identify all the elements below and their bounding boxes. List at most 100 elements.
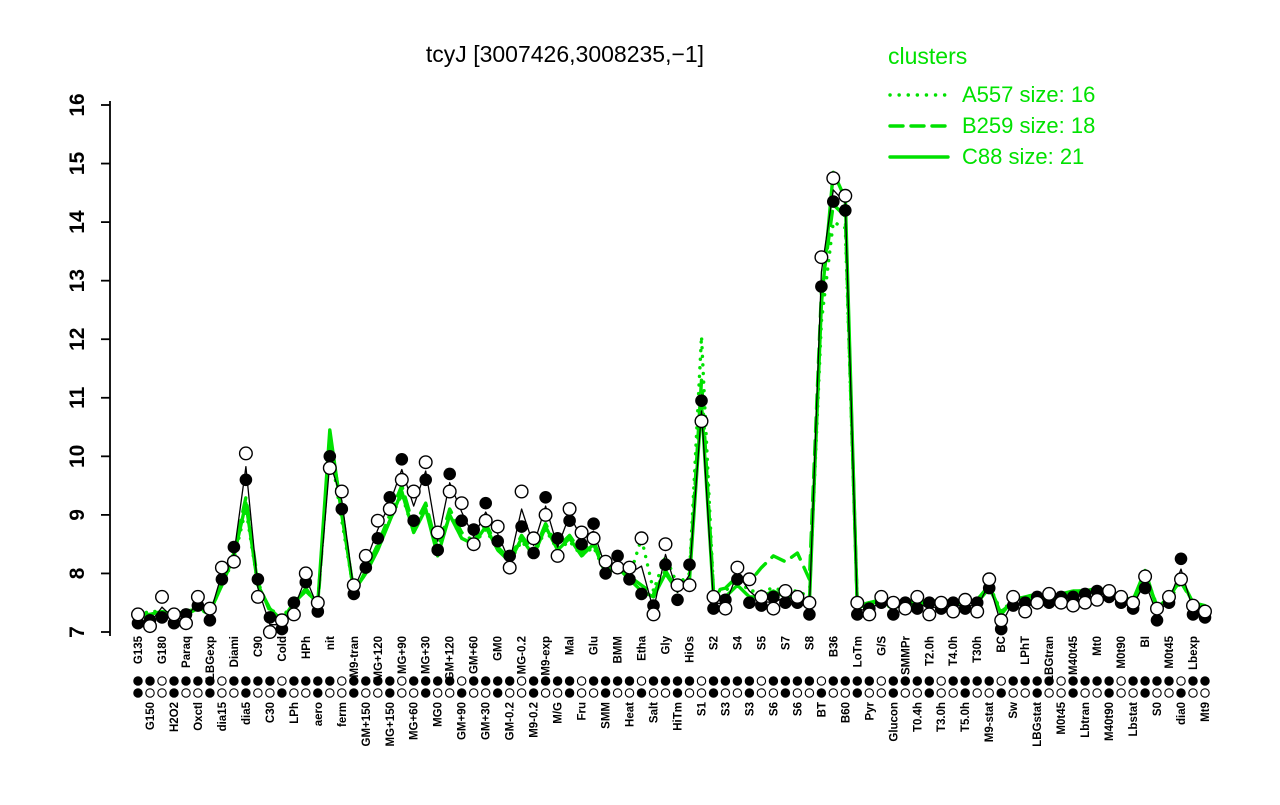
x-label: M/G <box>553 702 565 724</box>
x-label: ferm <box>337 702 349 727</box>
condition-dot <box>1188 688 1198 698</box>
data-point-open <box>598 554 613 569</box>
x-label: T0.4h <box>912 702 924 732</box>
condition-dot <box>696 688 707 698</box>
data-point-filled <box>671 593 684 607</box>
condition-dot <box>588 676 599 686</box>
condition-dot <box>1128 676 1138 686</box>
data-point-open <box>1066 598 1081 613</box>
condition-dot <box>1200 688 1210 698</box>
data-point-open <box>286 607 301 622</box>
x-label: GM+120 <box>445 636 457 680</box>
data-point-open <box>694 414 709 429</box>
x-label: M9-0.2 <box>529 702 541 738</box>
condition-dot <box>660 676 671 686</box>
condition-dot <box>217 676 227 686</box>
x-label: aero <box>313 702 325 726</box>
data-point-open <box>706 589 721 604</box>
data-point-open <box>190 589 205 604</box>
data-point-filled <box>839 204 852 217</box>
data-point-open <box>130 607 145 622</box>
data-point-filled <box>827 195 840 208</box>
condition-dot <box>385 676 395 686</box>
legend-header: clusters <box>888 43 967 69</box>
x-label: S6 <box>768 702 780 716</box>
condition-dot <box>397 688 407 698</box>
x-label: M0t90 <box>1116 636 1128 669</box>
x-label: nit <box>325 636 337 650</box>
data-point-open <box>346 578 361 593</box>
data-point-filled <box>731 573 744 586</box>
condition-dot <box>157 688 167 698</box>
x-label: LoTm <box>852 636 864 667</box>
data-point-open <box>238 446 253 461</box>
y-tick-label: 15 <box>66 152 89 176</box>
condition-dot <box>564 676 575 686</box>
condition-dot <box>468 688 479 698</box>
condition-dot <box>840 676 851 686</box>
x-label: LBGtran <box>1044 636 1056 682</box>
condition-dot <box>1176 676 1186 686</box>
data-point-open <box>718 601 733 616</box>
data-point-open <box>970 604 985 619</box>
data-point-open <box>370 513 385 528</box>
condition-dot <box>1188 676 1198 686</box>
x-label: Sw <box>1008 702 1020 719</box>
data-point-open <box>646 607 661 622</box>
x-label: GM0 <box>493 636 505 661</box>
y-tick-label: 11 <box>66 386 89 409</box>
x-label: MG+60 <box>409 702 421 740</box>
data-point-filled <box>395 453 409 466</box>
data-point-open <box>442 484 457 499</box>
x-label: Gly <box>661 635 673 654</box>
x-label: MG-0.2 <box>517 636 529 674</box>
condition-dot <box>912 688 923 698</box>
x-label: H2O2 <box>169 702 181 732</box>
x-label: Glu <box>589 636 601 655</box>
x-label: HiTm <box>673 702 685 731</box>
condition-dot <box>1104 676 1114 686</box>
y-tick-label: 9 <box>66 509 89 521</box>
data-point-open <box>298 566 313 581</box>
cluster-line-B259 <box>136 202 1207 625</box>
condition-dot <box>708 688 719 698</box>
data-point-open <box>1102 584 1117 599</box>
condition-dot <box>972 688 982 698</box>
x-label: Mal <box>565 636 577 655</box>
y-tick-label: 16 <box>66 93 89 116</box>
data-point-filled <box>815 280 828 293</box>
data-point-open <box>790 589 805 604</box>
data-point-filled <box>587 517 600 530</box>
condition-dot <box>217 688 227 698</box>
data-point-filled <box>695 394 708 408</box>
x-label: S4 <box>732 635 744 650</box>
condition-dot <box>792 688 803 698</box>
data-point-open <box>166 607 181 622</box>
data-point-filled <box>239 473 253 487</box>
condition-dot <box>504 676 515 686</box>
condition-dot <box>1200 676 1210 686</box>
data-point-filled <box>383 491 397 504</box>
condition-dot <box>181 676 191 686</box>
x-label: G180 <box>157 636 169 664</box>
condition-dot <box>169 688 179 698</box>
x-label: M9-exp <box>541 636 553 676</box>
data-point-open <box>754 589 769 604</box>
data-point-open <box>910 589 925 604</box>
x-label: GM+30 <box>481 702 493 740</box>
condition-dot <box>600 676 611 686</box>
data-point-open <box>742 572 757 587</box>
x-label: M9-tran <box>349 636 361 678</box>
condition-dot <box>1056 688 1066 698</box>
condition-dot <box>768 676 779 686</box>
condition-dot <box>1140 688 1150 698</box>
data-point-open <box>934 595 949 610</box>
condition-dot <box>780 676 791 686</box>
data-point-open <box>874 589 889 604</box>
condition-dot <box>193 676 203 686</box>
condition-dot <box>456 688 467 698</box>
x-label: SMM <box>601 702 613 729</box>
data-point-open <box>610 560 625 575</box>
data-point-filled <box>455 514 469 527</box>
data-point-open <box>538 507 553 522</box>
